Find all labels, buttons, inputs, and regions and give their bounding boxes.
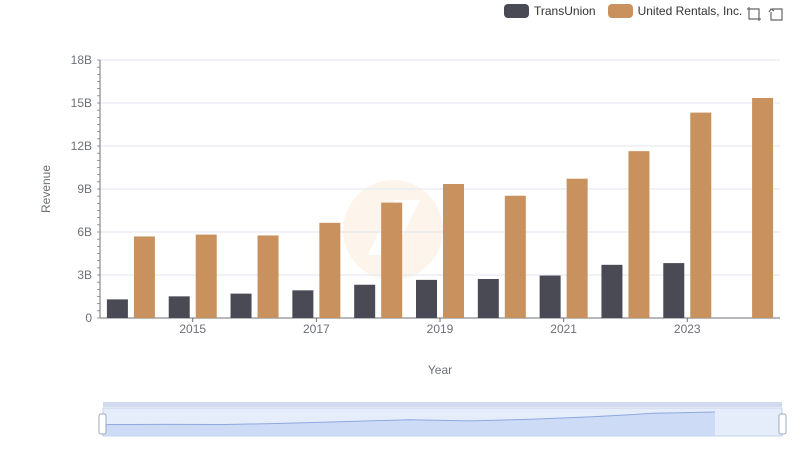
restore-icon[interactable] <box>768 6 784 22</box>
bar-transunion-2017[interactable] <box>292 290 314 318</box>
legend: TransUnion United Rentals, Inc. <box>504 4 742 18</box>
bar-united-rentals-2017[interactable] <box>319 222 341 318</box>
bar-united-rentals-2021[interactable] <box>566 178 588 318</box>
data-zoom-slider[interactable] <box>98 402 787 437</box>
bar-transunion-2020[interactable] <box>477 279 499 318</box>
x-axis-title: Year <box>428 363 452 377</box>
x-tick-label: 2023 <box>674 322 701 336</box>
toolbox <box>746 6 784 22</box>
zoom-handle-right[interactable] <box>778 413 787 435</box>
y-tick-label: 12B <box>71 139 92 153</box>
bar-united-rentals-2023[interactable] <box>690 112 712 318</box>
bar-united-rentals-2020[interactable] <box>504 195 526 318</box>
bar-transunion-2015[interactable] <box>168 296 190 318</box>
grid-lines <box>100 59 780 276</box>
x-tick-label: 2015 <box>179 322 206 336</box>
legend-label-transunion: TransUnion <box>534 4 596 18</box>
bar-united-rentals-2022[interactable] <box>628 151 650 318</box>
legend-label-united-rentals: United Rentals, Inc. <box>637 4 743 18</box>
y-tick-label: 6B <box>77 225 92 239</box>
bar-united-rentals-2018[interactable] <box>381 202 403 318</box>
zoom-handle-left[interactable] <box>98 413 107 435</box>
y-axis-title: Revenue <box>39 165 53 213</box>
y-tick-label: 9B <box>77 182 92 196</box>
zoom-preview-line <box>102 411 716 426</box>
bar-transunion-2018[interactable] <box>354 284 376 318</box>
legend-swatch-united-rentals <box>607 4 633 18</box>
bar-transunion-2022[interactable] <box>601 264 623 318</box>
bar-united-rentals-2019[interactable] <box>443 183 464 318</box>
bar-transunion-2019[interactable] <box>416 279 437 318</box>
bar-united-rentals-2015[interactable] <box>195 234 217 318</box>
legend-item-united-rentals[interactable]: United Rentals, Inc. <box>607 4 743 18</box>
bar-transunion-2014[interactable] <box>106 299 128 318</box>
y-tick-label: 18B <box>71 53 92 67</box>
zoom-top-bar[interactable] <box>103 402 782 407</box>
legend-swatch-transunion <box>504 4 529 18</box>
y-tick-label: 15B <box>71 96 92 110</box>
y-tick-label: 3B <box>77 268 92 282</box>
bar-united-rentals-2016[interactable] <box>257 235 279 318</box>
bar-transunion-2021[interactable] <box>539 275 561 318</box>
zoom-icon[interactable] <box>746 6 762 22</box>
bars[interactable] <box>106 97 774 318</box>
bar-united-rentals-2024[interactable] <box>752 97 774 318</box>
x-tick-label: 2019 <box>427 322 454 336</box>
bar-united-rentals-2014[interactable] <box>133 236 155 318</box>
bar-transunion-2023[interactable] <box>663 263 685 318</box>
x-tick-label: 2017 <box>303 322 330 336</box>
axes: 0 3B 6B 9B 12B 15B 18B 2015 2017 2019 2021 2023 <box>71 53 780 336</box>
legend-item-transunion[interactable]: TransUnion <box>504 4 596 18</box>
zoom-preview-area <box>103 412 715 436</box>
x-tick-label: 2021 <box>550 322 577 336</box>
y-tick-label: 0 <box>85 311 92 325</box>
bar-transunion-2016[interactable] <box>230 293 252 318</box>
